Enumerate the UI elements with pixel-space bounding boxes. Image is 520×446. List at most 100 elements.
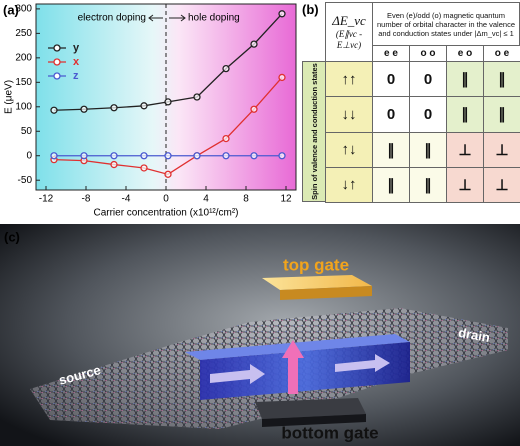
table-cell: ⊥ — [483, 131, 520, 168]
data-point — [164, 170, 172, 178]
y-tick-label: 0 — [26, 150, 32, 161]
spin-arrow — [210, 364, 265, 384]
table-cell: ⊥ — [446, 166, 484, 203]
spin-arrow — [335, 354, 390, 372]
data-point — [140, 102, 148, 110]
table-cell: 0 — [372, 96, 410, 133]
table-cell: ∥ — [446, 61, 484, 98]
data-point — [222, 64, 230, 73]
header-cell: Even (e)/odd (o) magnetic quantum number… — [372, 2, 520, 46]
corner-subtext: (E∥vc - E⊥vc) — [335, 29, 363, 50]
y-tick-label: 100 — [15, 101, 32, 112]
annotation-arrow — [169, 14, 186, 22]
y-tick-label: -50 — [18, 175, 33, 186]
label: drain — [457, 325, 491, 345]
label: top gate — [283, 255, 349, 274]
row-header-cell: Spin of valence and conduction states — [302, 61, 326, 202]
data-point — [50, 152, 58, 160]
chart: (a) -50 0 50 100 150 200 250 300 -12 -8 -4 0 4 8 12 Car… — [3, 2, 297, 219]
table-cell: ∥ — [409, 131, 447, 168]
panel-label: (a) — [3, 2, 19, 17]
row-label: ↓↓ — [325, 96, 373, 133]
panel-label: (b) — [302, 2, 319, 17]
table-cell: ⊥ — [446, 131, 484, 168]
x-tick-label: -8 — [82, 194, 91, 205]
top-gate-front — [280, 286, 372, 300]
table-cell: ⊥ — [483, 166, 520, 203]
x-tick-label: 8 — [243, 194, 249, 205]
panel-label: (c) — [4, 229, 20, 244]
y-tick-label: 150 — [15, 77, 32, 88]
x-axis-label: Carrier concentration (x10¹²/cm²) — [93, 208, 238, 219]
table-cell: 0 — [409, 96, 447, 133]
x-tick-label: -12 — [39, 194, 54, 205]
legend-marker — [53, 44, 61, 52]
data-point — [250, 105, 258, 113]
data-point — [250, 40, 258, 48]
data-point — [250, 152, 258, 160]
annotation: hole doping — [188, 13, 240, 24]
data-point — [278, 10, 286, 18]
data-point — [80, 105, 88, 113]
legend-label: z — [73, 70, 79, 82]
table: (b) ΔE_vc (E∥vc - E⊥vc) Even (e)/odd (o)… — [300, 0, 520, 203]
table-cell: ∥ — [483, 61, 520, 98]
x-tick-label: 0 — [163, 194, 169, 205]
data-point — [193, 152, 201, 160]
table-cell: 0 — [372, 61, 410, 98]
corner-cell: ΔE_vc (E∥vc - E⊥vc) — [325, 2, 373, 62]
annotation: electron doping — [78, 13, 146, 24]
data-point — [110, 152, 118, 160]
x-tick-label: 4 — [203, 194, 209, 205]
table-cell: ∥ — [372, 131, 410, 168]
x-tick-label: -4 — [122, 194, 131, 205]
label: bottom gate — [281, 423, 378, 442]
channel-top — [185, 334, 410, 360]
x-tick-label: 12 — [280, 194, 292, 205]
legend-label: y — [73, 42, 80, 54]
annotation-arrow — [148, 14, 163, 22]
illustration: (c) top gate bottom gate source drain — [0, 224, 520, 446]
channel-front — [200, 342, 410, 400]
y-tick-label: 50 — [21, 126, 33, 137]
legend-marker — [53, 72, 61, 80]
data-point — [278, 152, 286, 160]
data-point — [140, 164, 148, 172]
data-point — [278, 73, 286, 82]
y-tick-label: 200 — [15, 52, 32, 63]
table-cell: ∥ — [372, 166, 410, 203]
y-tick-label: 250 — [15, 28, 32, 39]
data-point — [222, 134, 230, 143]
data-point — [110, 104, 118, 112]
row-label: ↑↑ — [325, 61, 373, 98]
spin-arrow — [282, 340, 304, 394]
bottom-gate-top — [255, 398, 366, 419]
data-point — [140, 152, 148, 160]
y-axis-label: E (μeV) — [4, 80, 15, 114]
data-point — [50, 106, 58, 114]
data-point — [80, 152, 88, 160]
data-point — [110, 160, 118, 169]
data-point — [164, 152, 172, 160]
table-cell: ∥ — [446, 96, 484, 133]
row-header: Spin of valence and conduction states — [309, 63, 319, 200]
y-tick-label: 300 — [15, 4, 32, 15]
row-label: ↑↓ — [325, 131, 373, 168]
table-cell: ∥ — [409, 166, 447, 203]
column-header: o o — [409, 45, 447, 62]
data-point — [222, 152, 230, 160]
data-point — [193, 93, 201, 101]
bottom-gate-front — [262, 414, 366, 427]
legend-label: x — [73, 56, 80, 68]
column-header: e e — [372, 45, 410, 62]
row-label: ↓↑ — [325, 166, 373, 203]
legend-marker — [53, 58, 61, 66]
corner-text: ΔE_vc — [332, 13, 366, 28]
column-header: o e — [483, 45, 520, 62]
data-point — [164, 98, 172, 106]
table-cell: 0 — [409, 61, 447, 98]
column-header: e o — [446, 45, 484, 62]
table-cell: ∥ — [483, 96, 520, 133]
top-gate-top — [262, 275, 372, 290]
